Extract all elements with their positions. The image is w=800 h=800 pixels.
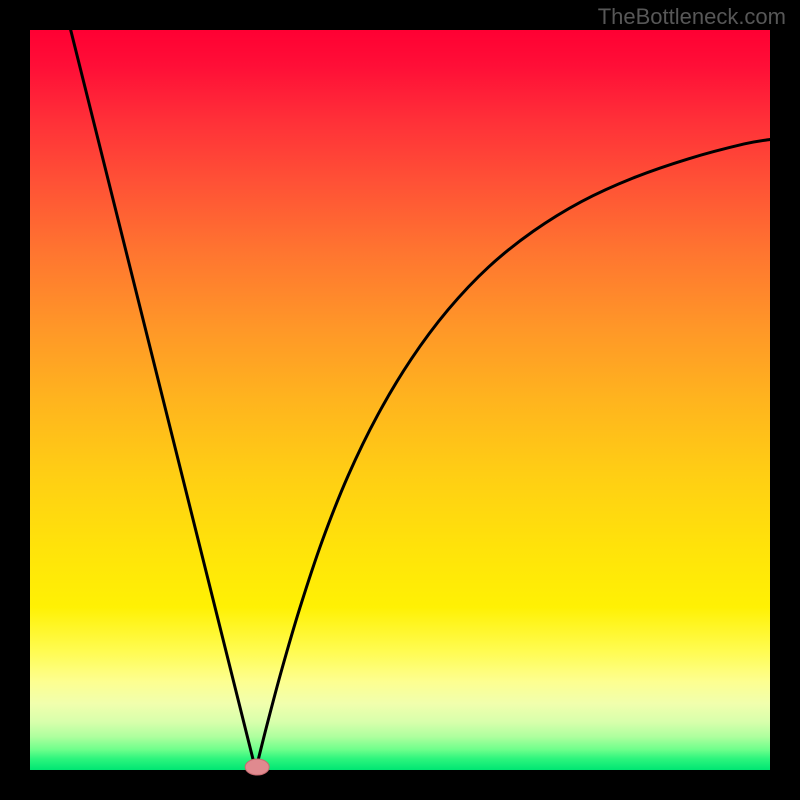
bottleneck-chart bbox=[0, 0, 800, 800]
watermark-text: TheBottleneck.com bbox=[598, 4, 786, 30]
plot-area-gradient bbox=[30, 30, 770, 770]
optimal-point-marker bbox=[245, 759, 269, 775]
chart-container: TheBottleneck.com bbox=[0, 0, 800, 800]
